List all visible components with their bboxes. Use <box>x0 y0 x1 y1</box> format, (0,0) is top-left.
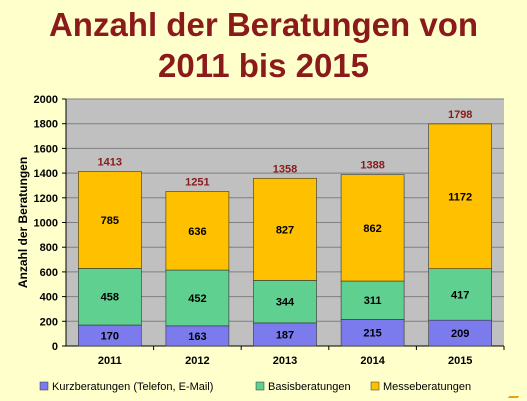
y-tick-label: 1200 <box>34 193 58 205</box>
data-label: 785 <box>101 215 119 227</box>
legend-label: Kurzberatungen (Telefon, E-Mail) <box>52 381 213 393</box>
bar-segment <box>78 171 142 269</box>
data-label: 417 <box>451 289 469 301</box>
data-label: 344 <box>276 297 295 309</box>
y-tick-label: 1000 <box>34 218 58 230</box>
legend-label: Basisberatungen <box>268 381 351 393</box>
data-label: 862 <box>363 223 381 235</box>
legend-swatch <box>255 381 265 391</box>
total-label: 1251 <box>185 177 209 189</box>
bar-segment <box>340 280 405 320</box>
bar-segment <box>78 268 142 326</box>
bar-segment <box>340 319 405 347</box>
y-tick-label: 1400 <box>34 168 58 180</box>
total-label: 1798 <box>448 109 472 121</box>
total-label: 1388 <box>360 160 384 172</box>
data-label: 170 <box>101 331 119 343</box>
total-label: 1358 <box>273 163 297 175</box>
y-axis-label: Anzahl der Beratungen <box>16 157 30 288</box>
x-tick-label: 2011 <box>98 355 122 367</box>
data-label: 636 <box>188 226 206 238</box>
y-tick-label: 0 <box>52 341 58 353</box>
y-tick-label: 1600 <box>34 143 58 155</box>
y-tick-label: 800 <box>40 242 58 254</box>
data-label: 827 <box>276 224 294 236</box>
data-label: 1172 <box>448 191 472 203</box>
bar-segment <box>428 123 493 269</box>
bar-segment <box>428 319 493 347</box>
x-tick-label: 2013 <box>273 355 297 367</box>
y-tick-label: 200 <box>40 316 58 328</box>
data-label: 209 <box>451 328 469 340</box>
bar-segment <box>253 280 317 324</box>
x-tick-label: 2014 <box>360 355 385 367</box>
data-label: 452 <box>188 293 206 305</box>
title-line-1: Anzahl der Beratungen von <box>48 6 479 43</box>
y-tick-label: 2000 <box>34 94 58 106</box>
bar-segment <box>340 174 405 282</box>
page-title: Anzahl der Beratungen von 2011 bis 2015 <box>0 4 527 86</box>
bar-segment <box>253 177 317 281</box>
bar-segment <box>165 191 230 271</box>
legend-swatch <box>370 381 380 391</box>
title-line-2: 2011 bis 2015 <box>157 47 370 84</box>
bar-segment <box>165 269 230 327</box>
data-label: 215 <box>363 328 381 340</box>
legend-swatch <box>39 381 49 391</box>
bar-segment <box>428 268 493 321</box>
data-label: 163 <box>188 331 206 343</box>
data-label: 311 <box>364 295 382 307</box>
y-tick-label: 1800 <box>34 119 58 131</box>
data-label: 458 <box>101 292 119 304</box>
x-tick-label: 2015 <box>448 355 472 367</box>
y-tick-label: 400 <box>40 292 58 304</box>
x-tick-label: 2012 <box>185 355 209 367</box>
total-label: 1413 <box>98 156 122 168</box>
y-tick-label: 600 <box>40 267 58 279</box>
legend-label: Messeberatungen <box>383 381 471 393</box>
data-label: 187 <box>276 329 294 341</box>
